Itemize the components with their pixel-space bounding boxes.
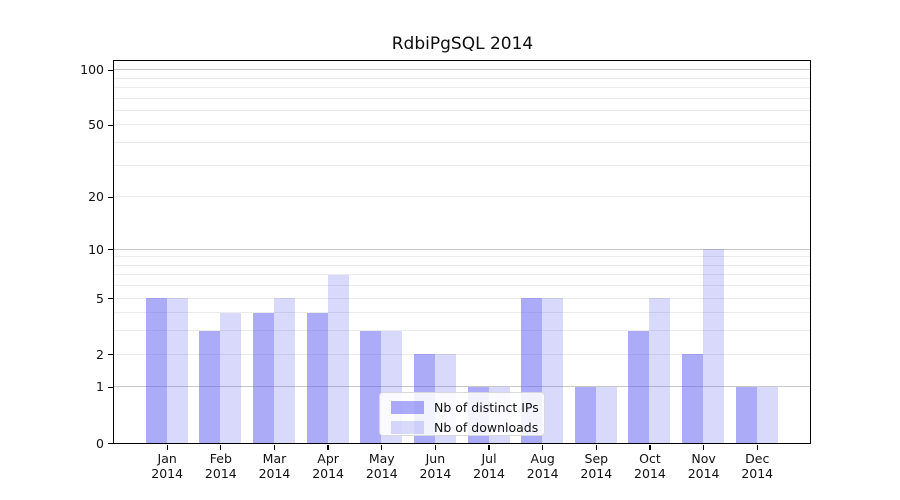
x-tick-mark xyxy=(327,445,329,450)
x-tick-label-jan-2014: Jan 2014 xyxy=(151,450,184,482)
x-tick-mark xyxy=(434,445,437,450)
chart-title: RdbiPgSQL 2014 xyxy=(391,34,534,54)
y-tick-label: 50 xyxy=(88,117,104,133)
x-tick-label-aug-2014: Aug 2014 xyxy=(526,450,559,482)
gridline-minor xyxy=(114,97,810,99)
bar-nb-of-distinct-ips-feb-2014 xyxy=(199,330,221,443)
bar-nb-of-distinct-ips-oct-2014 xyxy=(628,330,650,443)
plot-area xyxy=(113,60,811,444)
y-tick-mark xyxy=(108,248,113,251)
gridline-minor xyxy=(114,77,810,79)
gridline-minor xyxy=(114,196,810,198)
y-tick-label: 0 xyxy=(96,435,104,451)
y-tick-label: 10 xyxy=(88,241,104,257)
legend-swatch-distinct-ips xyxy=(391,400,424,414)
y-tick-mark xyxy=(108,386,113,389)
y-tick-mark xyxy=(108,124,113,127)
bar-nb-of-downloads-jan-2014 xyxy=(166,298,188,443)
bar-nb-of-downloads-feb-2014 xyxy=(220,312,242,443)
x-tick-mark xyxy=(381,445,383,450)
gridline-minor xyxy=(114,142,810,144)
x-tick-mark xyxy=(756,445,758,450)
x-tick-label-apr-2014: Apr 2014 xyxy=(312,450,345,482)
x-tick-label-jun-2014: Jun 2014 xyxy=(419,450,452,482)
gridline-minor xyxy=(114,353,810,355)
x-tick-mark xyxy=(220,445,222,450)
x-tick-label-may-2014: May 2014 xyxy=(365,450,398,482)
gridline-minor xyxy=(114,124,810,126)
bar-nb-of-distinct-ips-sep-2014 xyxy=(574,386,596,443)
y-tick-mark xyxy=(108,69,113,71)
bar-nb-of-distinct-ips-dec-2014 xyxy=(735,386,757,443)
legend-label-distinct-ips: Nb of distinct IPs xyxy=(434,399,539,415)
legend-item-downloads: Nb of downloads xyxy=(391,419,544,435)
gridline-minor xyxy=(114,285,810,287)
x-tick-mark xyxy=(649,445,651,450)
bar-nb-of-downloads-sep-2014 xyxy=(595,386,617,443)
bar-nb-of-distinct-ips-may-2014 xyxy=(360,330,382,443)
x-tick-mark xyxy=(542,445,544,450)
y-tick-label: 2 xyxy=(96,346,104,362)
bar-nb-of-downloads-dec-2014 xyxy=(756,386,778,443)
x-tick-mark xyxy=(166,445,168,450)
bar-nb-of-distinct-ips-apr-2014 xyxy=(306,312,328,443)
legend-item-distinct-ips: Nb of distinct IPs xyxy=(391,399,544,415)
bar-nb-of-downloads-oct-2014 xyxy=(649,298,671,443)
gridline-minor xyxy=(114,256,810,258)
bar-nb-of-distinct-ips-mar-2014 xyxy=(252,312,274,443)
gridline-minor xyxy=(114,264,810,266)
x-tick-mark xyxy=(488,445,490,450)
x-tick-label-sep-2014: Sep 2014 xyxy=(580,450,613,482)
y-tick-mark xyxy=(108,297,113,300)
x-tick-label-nov-2014: Nov 2014 xyxy=(687,450,720,482)
gridline-major xyxy=(114,386,810,388)
x-tick-label-oct-2014: Oct 2014 xyxy=(634,450,666,482)
legend: Nb of distinct IPs Nb of downloads xyxy=(379,392,545,436)
bar-nb-of-distinct-ips-nov-2014 xyxy=(682,354,704,443)
bar-nb-of-downloads-aug-2014 xyxy=(542,298,564,443)
y-tick-mark xyxy=(108,353,113,356)
y-tick-label: 100 xyxy=(80,62,104,78)
gridline-minor xyxy=(114,274,810,276)
gridline-minor xyxy=(114,312,810,314)
gridline-minor xyxy=(114,87,810,89)
x-tick-label-feb-2014: Feb 2014 xyxy=(204,450,237,482)
gridline-minor xyxy=(114,164,810,166)
gridline-minor xyxy=(114,297,810,299)
x-tick-label-mar-2014: Mar 2014 xyxy=(258,450,291,482)
x-tick-mark xyxy=(273,445,276,450)
gridline-minor xyxy=(114,330,810,332)
legend-label-downloads: Nb of downloads xyxy=(434,419,539,435)
x-tick-label-jul-2014: Jul 2014 xyxy=(473,450,505,482)
bar-nb-of-downloads-nov-2014 xyxy=(703,249,725,443)
bar-nb-of-downloads-mar-2014 xyxy=(273,298,295,443)
gridline-major xyxy=(114,248,810,250)
y-tick-label: 1 xyxy=(96,379,104,395)
bar-nb-of-downloads-apr-2014 xyxy=(327,274,349,443)
gridline-minor xyxy=(114,109,810,111)
x-tick-mark xyxy=(702,445,705,450)
y-tick-label: 5 xyxy=(96,290,104,306)
x-tick-mark xyxy=(595,445,597,450)
legend-swatch-downloads xyxy=(391,420,424,434)
y-tick-mark xyxy=(108,196,113,198)
y-tick-mark xyxy=(108,442,113,445)
bar-nb-of-distinct-ips-jan-2014 xyxy=(145,298,167,443)
y-tick-label: 20 xyxy=(88,189,104,205)
gridline-major xyxy=(114,69,810,71)
x-tick-label-dec-2014: Dec 2014 xyxy=(741,450,774,482)
